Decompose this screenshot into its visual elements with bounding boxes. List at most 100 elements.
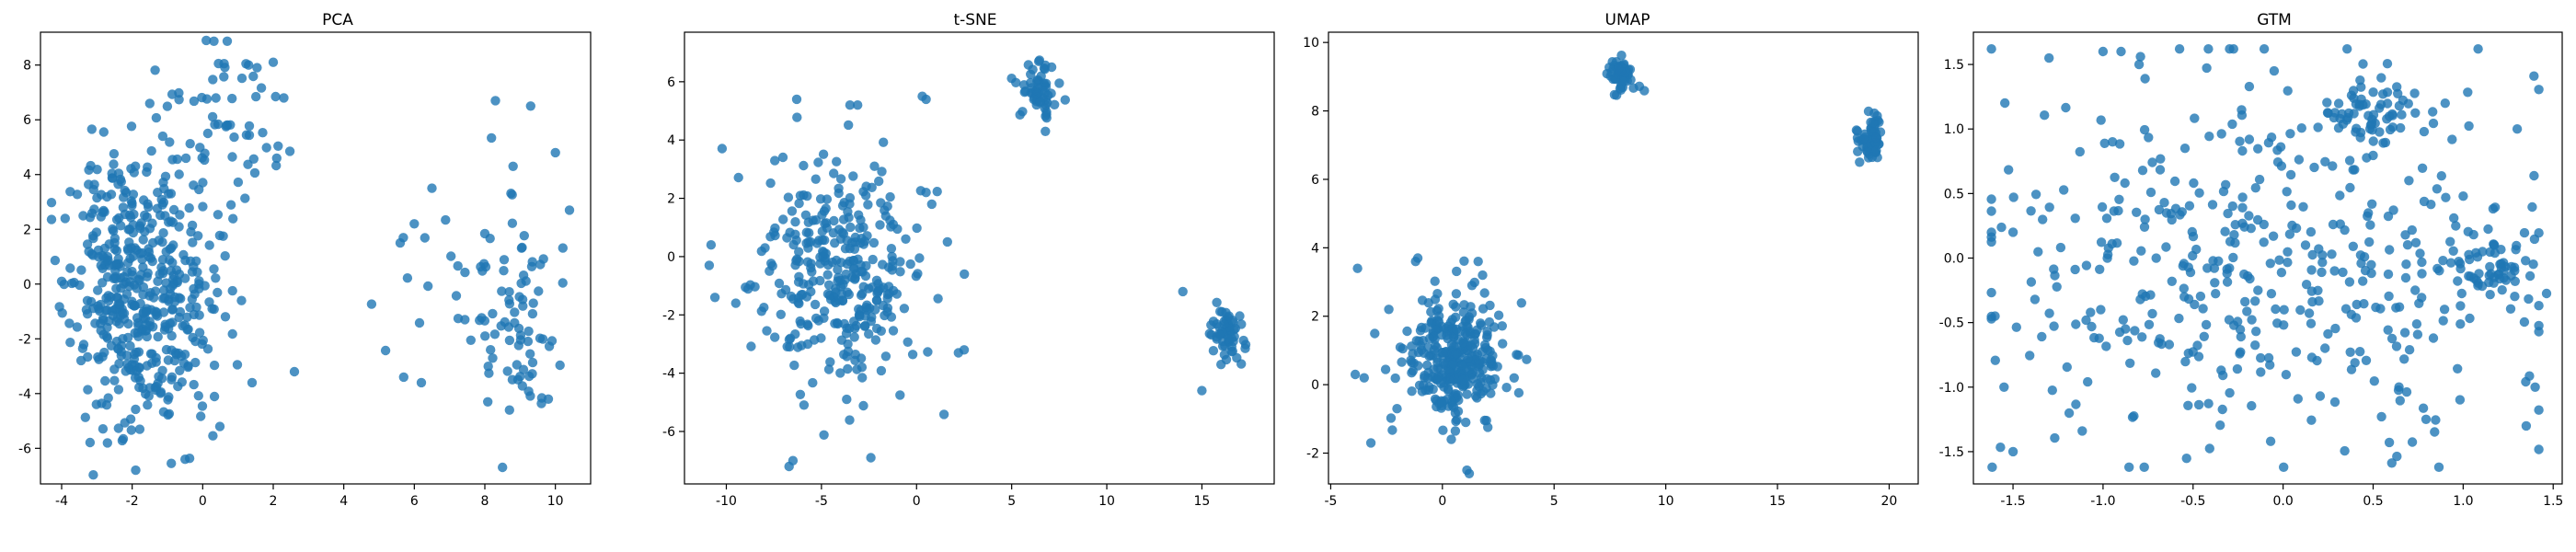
data-point: [46, 198, 57, 208]
data-point: [793, 297, 803, 307]
data-point: [793, 277, 804, 287]
data-point: [124, 237, 134, 247]
data-point: [72, 322, 83, 332]
data-point: [2286, 200, 2296, 211]
data-point: [819, 430, 829, 440]
data-point: [834, 295, 845, 305]
data-point: [885, 191, 895, 202]
data-point: [2114, 194, 2124, 204]
data-point: [2382, 114, 2392, 124]
data-point: [550, 147, 560, 158]
data-point: [2184, 201, 2195, 211]
data-point: [820, 235, 830, 246]
data-point: [185, 256, 196, 266]
data-point: [786, 291, 797, 302]
y-tick-label: -1.0: [1939, 381, 1964, 396]
data-point: [98, 127, 109, 137]
data-point: [1214, 322, 1225, 332]
data-point: [2383, 211, 2394, 222]
data-point: [2096, 237, 2107, 247]
data-point: [228, 213, 238, 224]
data-point: [2391, 303, 2401, 313]
data-point: [2454, 257, 2464, 267]
data-point: [2081, 315, 2091, 326]
data-point: [127, 198, 137, 209]
data-point: [78, 211, 88, 221]
data-point: [178, 249, 189, 260]
data-point: [2317, 267, 2327, 278]
data-point: [244, 121, 255, 132]
data-point: [2179, 283, 2189, 293]
data-point: [863, 200, 873, 210]
data-point: [819, 306, 830, 316]
data-point: [704, 260, 715, 270]
data-point: [564, 205, 575, 215]
data-point: [158, 178, 168, 188]
data-point: [202, 128, 213, 139]
data-point: [2306, 318, 2317, 328]
data-point: [2040, 110, 2050, 121]
data-point: [284, 146, 295, 156]
data-point: [164, 189, 174, 199]
data-point: [2368, 150, 2378, 161]
data-point: [2272, 157, 2283, 167]
x-tick-label: 5: [1550, 494, 1558, 509]
data-point: [825, 357, 835, 367]
data-point: [99, 243, 110, 254]
data-point: [2447, 134, 2457, 144]
data-point: [1436, 330, 1447, 340]
data-point: [2190, 299, 2200, 310]
data-point: [2223, 208, 2233, 219]
data-point: [126, 425, 136, 435]
data-point: [1034, 55, 1045, 65]
data-point: [488, 308, 498, 319]
data-point: [2008, 192, 2018, 202]
data-point: [2320, 156, 2330, 167]
data-point: [2237, 145, 2248, 156]
data-point: [50, 255, 61, 266]
x-tick-label: -5: [1324, 494, 1337, 509]
data-point: [157, 131, 168, 142]
data-point: [2136, 246, 2146, 256]
data-point: [2179, 144, 2191, 154]
data-point: [2534, 327, 2544, 337]
data-point: [2519, 227, 2530, 238]
data-point: [84, 247, 94, 257]
data-point: [770, 155, 780, 166]
data-point: [2330, 323, 2340, 334]
data-point: [248, 71, 259, 82]
data-point: [2145, 187, 2156, 198]
data-point: [2174, 313, 2184, 324]
data-point: [2247, 315, 2257, 325]
data-point: [796, 318, 806, 329]
data-point: [219, 72, 229, 82]
data-point: [244, 60, 254, 70]
data-point: [2097, 201, 2108, 213]
data-point: [1509, 373, 1520, 383]
data-point: [1227, 346, 1238, 356]
data-point: [746, 341, 756, 351]
data-point: [774, 278, 785, 289]
data-point: [171, 265, 182, 275]
data-point: [2510, 292, 2520, 302]
data-point: [1616, 51, 1627, 61]
data-point: [1482, 332, 1492, 342]
data-point: [507, 190, 517, 200]
data-point: [2188, 231, 2199, 242]
data-point: [1986, 206, 1996, 216]
data-point: [2235, 136, 2245, 146]
data-point: [1433, 304, 1443, 314]
data-point: [2004, 165, 2014, 175]
data-point: [143, 199, 153, 209]
data-point: [46, 214, 57, 224]
data-point: [835, 174, 846, 184]
data-point: [843, 339, 853, 350]
data-point: [1217, 341, 1228, 351]
data-point: [2376, 411, 2386, 422]
data-point: [1479, 288, 1489, 298]
data-point: [165, 137, 175, 147]
data-point: [833, 264, 843, 275]
data-point: [2283, 247, 2293, 257]
data-point: [867, 312, 877, 322]
data-point: [2283, 86, 2293, 96]
